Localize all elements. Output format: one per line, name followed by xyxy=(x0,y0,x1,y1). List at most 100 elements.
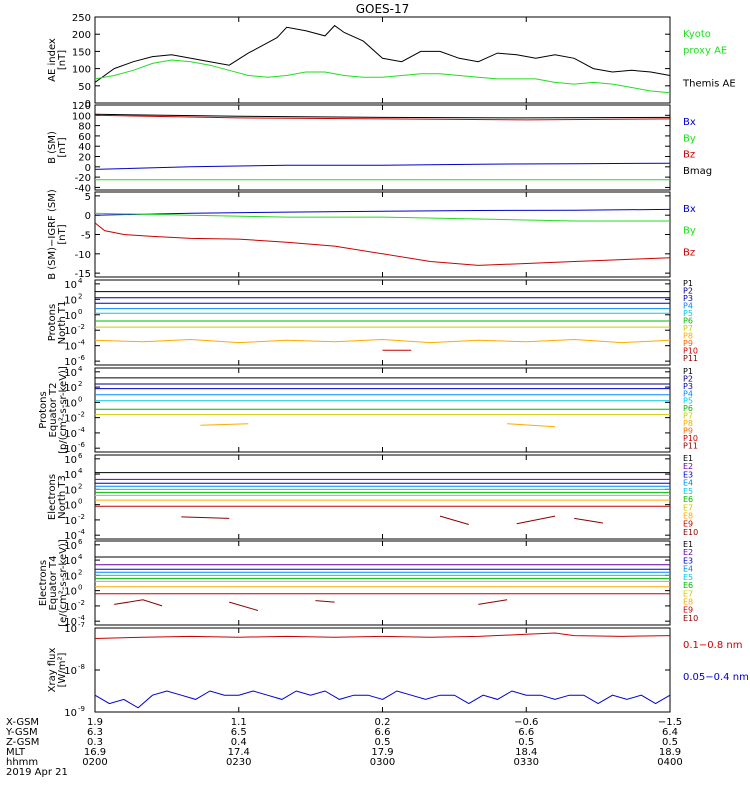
series-line-1-1 xyxy=(94,114,671,121)
legend-entry-6-7: E8 xyxy=(683,597,693,606)
series-line-6-12 xyxy=(478,599,508,605)
y-axis-label-0-1: [nT] xyxy=(57,50,68,70)
y-tick-label-0-4: 200 xyxy=(72,30,91,41)
legend-entry-5-8: E9 xyxy=(683,520,693,529)
y-tick-exp-4-4: 2 xyxy=(78,380,82,388)
legend-entry-5-4: E5 xyxy=(683,487,693,496)
series-line-6-10 xyxy=(229,601,259,611)
y-tick-label-2-3: 0 xyxy=(85,211,91,222)
legend-entry-6-2: E3 xyxy=(683,556,693,565)
legend-entry-3-10: P11 xyxy=(683,354,698,363)
y-tick-label-7-2: 10 xyxy=(64,624,77,635)
legend-entry-7-1: 0.05−0.4 nm xyxy=(683,672,749,683)
y-tick-label-6-2: 10 xyxy=(64,587,77,598)
y-tick-exp-3-1: -4 xyxy=(78,339,86,347)
legend-entry-6-8: E9 xyxy=(683,606,693,615)
y-tick-label-1-2: 0 xyxy=(85,163,91,174)
legend-entry-3-5: P6 xyxy=(683,317,693,326)
legend-entry-0-0: Kyoto xyxy=(683,29,711,40)
y-tick-label-3-5: 10 xyxy=(64,280,77,291)
panel-frame-0 xyxy=(94,16,671,104)
legend-entry-4-5: P6 xyxy=(683,404,693,413)
y-tick-label-6-4: 10 xyxy=(64,556,77,567)
legend-entry-4-0: P1 xyxy=(683,367,693,376)
y-axis-label-3-0: Protons xyxy=(47,304,58,341)
panel-frame-4 xyxy=(94,367,671,453)
y-tick-label-5-4: 10 xyxy=(64,470,77,481)
y-tick-label-7-1: 10 xyxy=(64,666,77,677)
y-tick-label-0-0: 0 xyxy=(85,99,91,110)
y-tick-exp-5-3: 2 xyxy=(78,482,82,490)
y-tick-label-6-5: 10 xyxy=(64,541,77,552)
legend-entry-4-3: P4 xyxy=(683,389,693,398)
legend-entry-4-4: P5 xyxy=(683,397,693,406)
legend-entry-4-6: P7 xyxy=(683,412,693,421)
y-axis-label-0-0: AE index xyxy=(47,38,58,82)
series-line-0-1 xyxy=(94,59,671,94)
legend-entry-6-4: E5 xyxy=(683,573,693,582)
y-tick-label-1-8: 120 xyxy=(72,101,91,112)
x-tick-value-4-4: 0400 xyxy=(657,757,682,768)
legend-entry-4-9: P10 xyxy=(683,434,698,443)
x-tick-value-3-1: 6.6 xyxy=(518,727,534,738)
legend-entry-2-0: Bx xyxy=(683,204,696,215)
y-tick-exp-6-0: -4 xyxy=(78,614,86,622)
y-tick-exp-3-3: 0 xyxy=(78,308,82,316)
y-axis-label-7-0: Xray flux xyxy=(47,648,58,693)
y-tick-label-1-0: -40 xyxy=(75,183,91,194)
x-tick-value-3-2: 0.5 xyxy=(518,737,534,748)
y-tick-label-0-3: 150 xyxy=(72,47,91,58)
panel-frame-6 xyxy=(94,540,671,626)
y-axis-label-1-0: B (SM) xyxy=(47,131,58,164)
legend-entry-3-9: P10 xyxy=(683,347,698,356)
y-tick-exp-5-5: 6 xyxy=(78,452,83,460)
y-tick-exp-6-5: 6 xyxy=(78,538,83,546)
x-tick-value-2-4: 0300 xyxy=(370,757,395,768)
series-line-5-10 xyxy=(439,515,469,525)
y-tick-exp-4-3: 0 xyxy=(78,395,82,403)
y-axis-label-6-1: Equator T4 xyxy=(48,556,59,611)
legend-entry-5-2: E3 xyxy=(683,470,693,479)
y-tick-exp-5-4: 4 xyxy=(78,467,83,475)
x-tick-value-2-2: 0.5 xyxy=(375,737,391,748)
y-tick-label-2-2: -5 xyxy=(81,231,91,242)
y-tick-label-0-2: 100 xyxy=(72,65,91,76)
legend-entry-5-1: E2 xyxy=(683,462,693,471)
series-line-2-2 xyxy=(94,222,671,266)
legend-entry-4-7: P8 xyxy=(683,419,693,428)
x-tick-value-4-2: 0.5 xyxy=(662,737,678,748)
legend-entry-3-2: P3 xyxy=(683,294,693,303)
x-row-label-4: hhmm xyxy=(6,757,38,768)
legend-entry-3-1: P2 xyxy=(683,287,693,296)
panel-frame-5 xyxy=(94,454,671,540)
legend-entry-6-6: E7 xyxy=(683,589,693,598)
y-tick-exp-4-0: -6 xyxy=(78,441,86,449)
x-tick-value-1-3: 17.4 xyxy=(228,747,250,758)
legend-entry-5-3: E4 xyxy=(683,479,693,488)
legend-entry-1-1: By xyxy=(683,133,696,144)
panel-frame-2 xyxy=(94,191,671,278)
legend-entry-2-1: By xyxy=(683,226,696,237)
y-tick-exp-6-2: 0 xyxy=(78,584,82,592)
y-tick-exp-5-0: -4 xyxy=(78,528,86,536)
legend-entry-5-6: E7 xyxy=(683,503,693,512)
legend-entry-4-1: P2 xyxy=(683,374,693,383)
y-tick-label-4-5: 10 xyxy=(64,368,77,379)
y-tick-label-4-3: 10 xyxy=(64,398,77,409)
y-tick-label-2-4: 5 xyxy=(85,192,91,203)
y-axis-label-4-0: Protons xyxy=(38,391,49,428)
y-tick-exp-4-5: 4 xyxy=(78,365,83,373)
x-row-label-5: 2019 Apr 21 xyxy=(6,767,68,778)
legend-entry-3-0: P1 xyxy=(683,279,693,288)
series-line-5-9 xyxy=(181,516,230,519)
series-line-3-7 xyxy=(94,338,671,344)
y-tick-label-3-1: 10 xyxy=(64,342,77,353)
legend-entry-1-0: Bx xyxy=(683,117,696,128)
series-line-0-0 xyxy=(94,24,671,83)
plot-title: GOES-17 xyxy=(356,2,410,16)
y-tick-label-4-4: 10 xyxy=(64,383,77,394)
y-axis-label-4-2: [p/(cm²-s-sr-keV)] xyxy=(58,366,69,454)
legend-entry-5-5: E6 xyxy=(683,495,693,504)
